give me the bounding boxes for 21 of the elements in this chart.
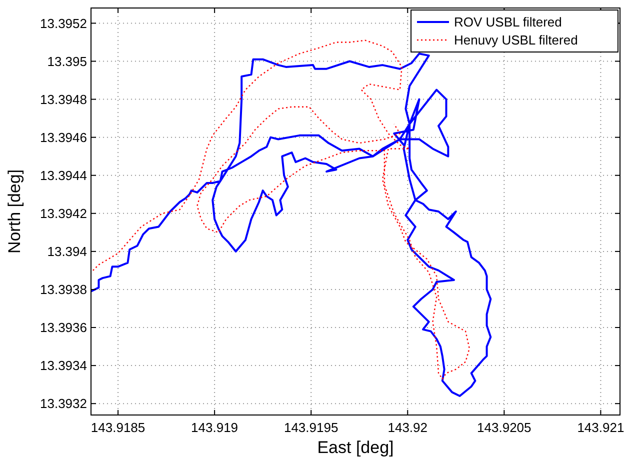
x-tick-label: 143.9185 (90, 420, 146, 435)
x-tick-label: 143.92 (388, 420, 428, 435)
y-tick-label: 13.3942 (40, 206, 87, 221)
x-tick-label: 143.921 (577, 420, 624, 435)
legend-label: Henuvy USBL filtered (454, 32, 578, 48)
x-axis-title: East [deg] (317, 438, 394, 457)
y-tick-label: 13.3952 (40, 16, 87, 31)
y-tick-label: 13.395 (47, 54, 87, 69)
y-tick-label: 13.3938 (40, 282, 87, 298)
y-tick-label: 13.3934 (40, 358, 87, 374)
y-axis-title: North [deg] (5, 169, 24, 254)
legend-label: ROV USBL filtered (454, 14, 562, 30)
y-tick-label: 13.3932 (40, 396, 87, 412)
x-tick-label: 143.9195 (284, 420, 338, 435)
y-tick-label: 13.3936 (40, 320, 87, 336)
y-tick-label: 13.3946 (40, 130, 87, 145)
y-tick-label: 13.394 (47, 244, 87, 259)
y-tick-label: 13.3944 (40, 168, 87, 183)
y-tick-label: 13.3948 (40, 92, 87, 107)
x-tick-label: 143.9205 (477, 420, 532, 435)
x-tick-label: 143.919 (191, 420, 238, 435)
